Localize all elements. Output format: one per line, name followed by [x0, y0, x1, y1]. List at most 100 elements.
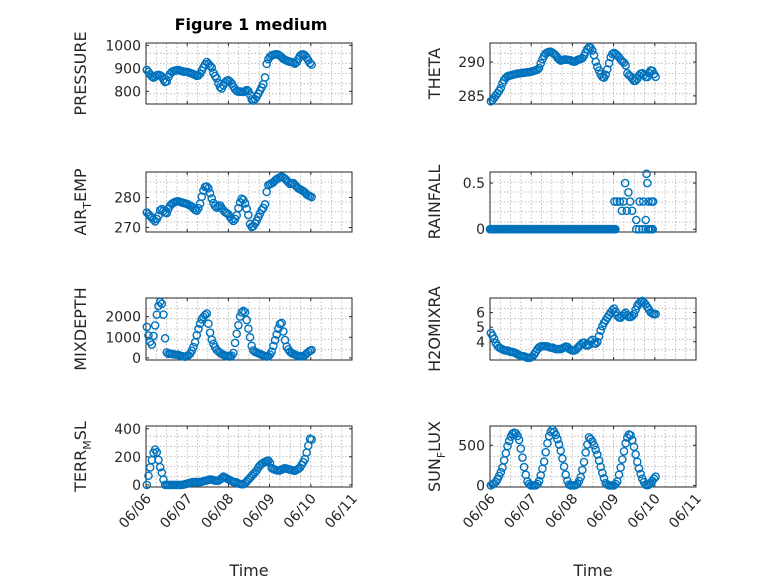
subplot-4: 0 1000 2000 MIXDEPTH [71, 287, 353, 371]
figure-title: Figure 1 medium [175, 15, 328, 34]
y-tick-label: 0 [476, 222, 485, 238]
data-point [603, 65, 612, 74]
data-point [620, 178, 630, 188]
data-point [157, 299, 167, 309]
data-point [596, 326, 605, 335]
data-markers [486, 296, 660, 363]
data-markers [142, 434, 316, 490]
grid-lines [146, 43, 352, 104]
y-tick-label: 1000 [105, 330, 141, 346]
data-point [629, 442, 639, 452]
data-point [207, 335, 217, 344]
y-tick-label: 0 [132, 478, 141, 494]
data-point [601, 70, 610, 80]
data-point [539, 457, 549, 466]
y-tick-label: 270 [114, 221, 141, 237]
data-point [581, 448, 591, 457]
subplot-3: 0 0.5 RAINFALL [425, 165, 697, 240]
data-point [244, 324, 253, 333]
data-point [194, 203, 203, 213]
data-point [514, 435, 524, 445]
axes-box [145, 171, 353, 233]
data-point [160, 333, 170, 343]
x-axis-label: Time [572, 561, 612, 580]
y-tick-label: 0 [132, 351, 141, 367]
data-point [195, 319, 205, 328]
data-point [159, 310, 168, 319]
data-point [190, 338, 200, 347]
data-point [307, 60, 316, 69]
data-point [643, 178, 652, 188]
data-point [275, 319, 285, 329]
data-point [155, 297, 165, 307]
x-tick-label: 06/10 [625, 491, 664, 532]
data-markers [142, 172, 316, 232]
data-point [242, 315, 252, 325]
data-point [142, 480, 152, 490]
data-point [307, 192, 316, 202]
data-point [207, 63, 217, 72]
data-point [538, 464, 547, 474]
data-markers [486, 425, 660, 490]
data-point [644, 197, 653, 206]
data-point [588, 46, 597, 55]
data-point [651, 472, 660, 482]
data-point [593, 450, 602, 459]
data-point [307, 435, 316, 444]
x-tick-label: 06/06 [460, 491, 499, 532]
data-point [504, 436, 514, 446]
data-point [519, 462, 529, 472]
y-axis-label: RAINFALL [425, 165, 444, 240]
data-point [516, 444, 526, 453]
data-point [279, 327, 288, 336]
subplot-2: 270 280 AIRTEMP [71, 168, 353, 237]
data-point [197, 192, 207, 201]
data-point [205, 189, 215, 198]
data-point [194, 324, 203, 334]
subplot-grid: 800 900 1000 PRESSURE 285 290 THETA 270 280 AIRTE… [71, 31, 705, 580]
x-tick-label: 06/07 [157, 491, 196, 532]
data-point [643, 72, 652, 82]
data-point [150, 321, 160, 330]
data-point [648, 197, 658, 206]
data-point [611, 224, 620, 234]
y-tick-label: 0.5 [463, 176, 485, 192]
data-point [498, 463, 507, 472]
data-point [534, 476, 544, 486]
data-point [202, 309, 212, 318]
data-point [619, 447, 629, 456]
data-point [556, 446, 566, 456]
x-tick-label: 06/10 [281, 491, 320, 532]
data-point [162, 76, 172, 86]
data-point [558, 454, 567, 463]
data-point [618, 455, 627, 464]
data-point [154, 211, 163, 220]
data-point [244, 210, 253, 220]
data-point [513, 431, 522, 441]
data-point [237, 308, 247, 317]
x-tick-label: 06/11 [322, 491, 361, 532]
data-point [574, 476, 584, 486]
data-point [207, 194, 217, 203]
y-axis-label: MIXDEPTH [71, 287, 90, 370]
data-point [145, 463, 155, 472]
data-point [551, 430, 561, 440]
data-point [202, 182, 212, 191]
data-point [144, 471, 153, 481]
data-point [604, 58, 614, 68]
y-axis-label: TERRMSL [71, 421, 94, 493]
data-point [626, 431, 635, 440]
data-point [617, 206, 627, 216]
data-point [247, 94, 256, 104]
data-point [518, 453, 527, 462]
data-point [589, 441, 599, 450]
data-point [269, 341, 278, 351]
y-tick-label: 0 [476, 478, 485, 494]
y-tick-label: 4 [476, 335, 485, 351]
grid-lines [146, 298, 352, 360]
data-point [239, 306, 248, 316]
data-point [629, 309, 639, 319]
y-tick-label: 500 [458, 438, 485, 454]
y-axis-label: H2OMIXRA [425, 286, 444, 372]
